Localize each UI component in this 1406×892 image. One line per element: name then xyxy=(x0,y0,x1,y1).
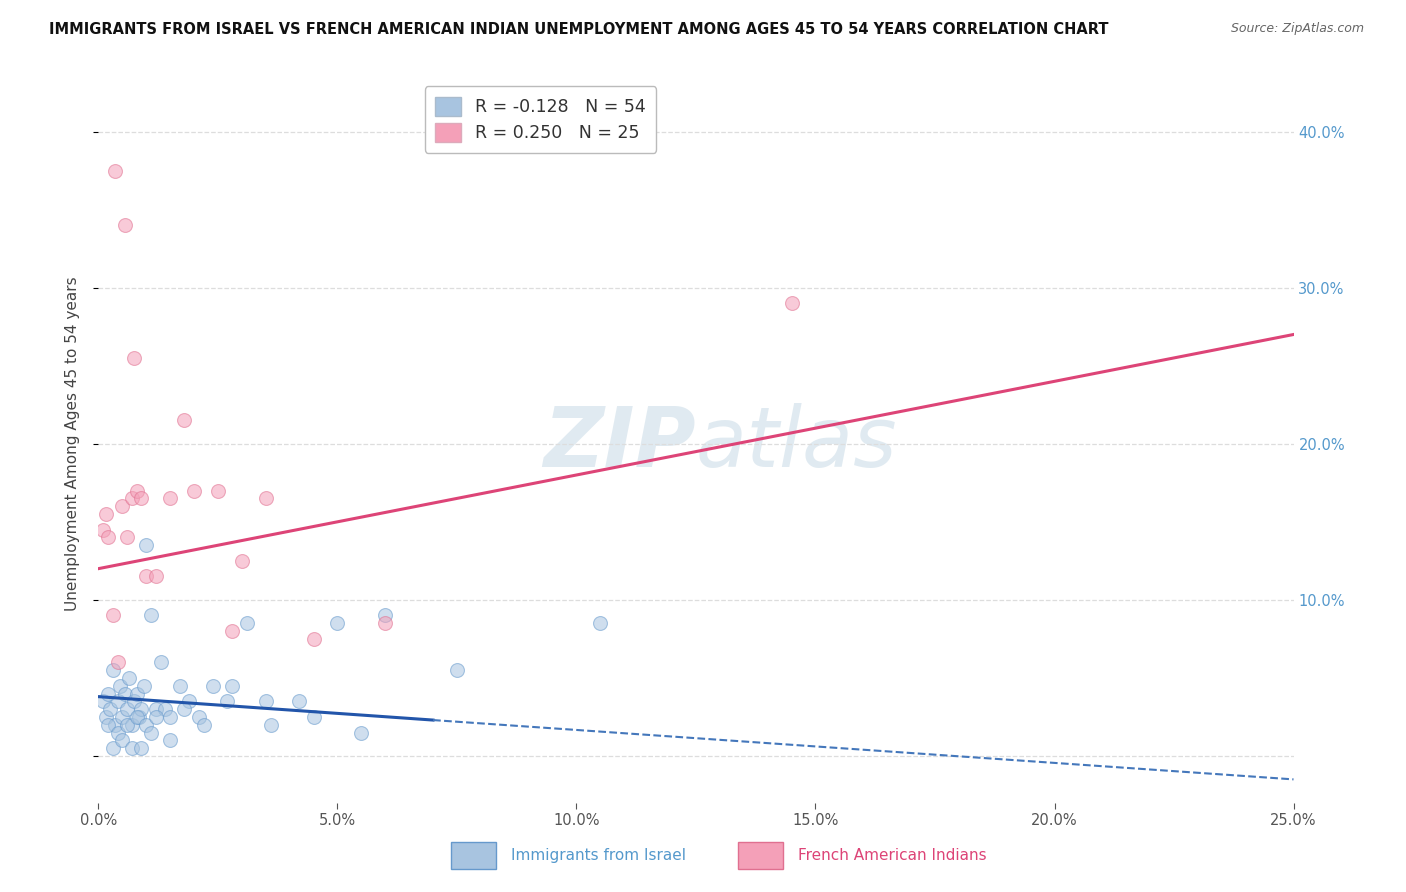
Point xyxy=(145,702,167,716)
Point xyxy=(115,702,138,716)
Point xyxy=(131,741,153,756)
Point xyxy=(124,694,146,708)
Point xyxy=(139,725,162,739)
Point xyxy=(169,679,191,693)
Point xyxy=(231,554,253,568)
Text: Source: ZipAtlas.com: Source: ZipAtlas.com xyxy=(1230,22,1364,36)
Point xyxy=(121,491,143,506)
Point xyxy=(326,616,349,631)
Point xyxy=(111,710,134,724)
Point xyxy=(159,710,181,724)
Point xyxy=(115,717,138,731)
Point xyxy=(91,694,114,708)
Point xyxy=(125,687,148,701)
Point xyxy=(135,569,157,583)
Point xyxy=(108,679,131,693)
Point xyxy=(111,733,134,747)
Point xyxy=(135,538,157,552)
Point xyxy=(139,608,162,623)
Point xyxy=(780,296,803,310)
Point xyxy=(221,624,243,639)
Bar xyxy=(738,841,783,869)
Point xyxy=(179,694,201,708)
Point xyxy=(101,741,124,756)
Point xyxy=(145,569,167,583)
Point xyxy=(132,679,155,693)
Point xyxy=(135,717,157,731)
Point xyxy=(107,694,129,708)
Point xyxy=(259,717,281,731)
Point xyxy=(159,733,181,747)
Point xyxy=(589,616,612,631)
Point xyxy=(91,523,114,537)
Point xyxy=(350,725,373,739)
Point xyxy=(94,507,117,521)
Point xyxy=(155,702,177,716)
Point xyxy=(202,679,225,693)
Point xyxy=(187,710,209,724)
Point xyxy=(111,500,134,514)
Point xyxy=(149,655,172,669)
Point xyxy=(114,219,136,233)
Point xyxy=(235,616,257,631)
Text: ZIP: ZIP xyxy=(543,403,696,484)
Point xyxy=(159,491,181,506)
Point xyxy=(94,710,117,724)
Point xyxy=(125,710,148,724)
Text: atlas: atlas xyxy=(696,403,897,484)
Text: Immigrants from Israel: Immigrants from Israel xyxy=(510,847,686,863)
Point xyxy=(207,483,229,498)
Bar xyxy=(451,841,496,869)
Point xyxy=(131,702,153,716)
Point xyxy=(118,671,141,685)
Point xyxy=(98,702,122,716)
Point xyxy=(446,663,468,677)
Point xyxy=(145,710,167,724)
Point xyxy=(193,717,215,731)
Text: IMMIGRANTS FROM ISRAEL VS FRENCH AMERICAN INDIAN UNEMPLOYMENT AMONG AGES 45 TO 5: IMMIGRANTS FROM ISRAEL VS FRENCH AMERICA… xyxy=(49,22,1109,37)
Point xyxy=(115,530,138,544)
Point xyxy=(217,694,239,708)
Point xyxy=(183,483,205,498)
Point xyxy=(121,717,143,731)
Point xyxy=(125,483,148,498)
Point xyxy=(173,702,195,716)
Point xyxy=(221,679,243,693)
Point xyxy=(374,608,396,623)
Point xyxy=(302,710,325,724)
Point xyxy=(128,710,150,724)
Legend: R = -0.128   N = 54, R = 0.250   N = 25: R = -0.128 N = 54, R = 0.250 N = 25 xyxy=(425,87,657,153)
Text: French American Indians: French American Indians xyxy=(797,847,986,863)
Point xyxy=(124,351,146,365)
Point xyxy=(121,741,143,756)
Point xyxy=(107,725,129,739)
Point xyxy=(97,717,120,731)
Point xyxy=(104,163,127,178)
Point xyxy=(173,413,195,427)
Point xyxy=(254,694,277,708)
Point xyxy=(101,663,124,677)
Point xyxy=(288,694,311,708)
Y-axis label: Unemployment Among Ages 45 to 54 years: Unemployment Among Ages 45 to 54 years xyxy=(65,277,80,611)
Point xyxy=(374,616,396,631)
Point xyxy=(107,655,129,669)
Point xyxy=(114,687,136,701)
Point xyxy=(97,530,120,544)
Point xyxy=(254,491,277,506)
Point xyxy=(302,632,325,646)
Point xyxy=(101,608,124,623)
Point xyxy=(131,491,153,506)
Point xyxy=(104,717,127,731)
Point xyxy=(97,687,120,701)
